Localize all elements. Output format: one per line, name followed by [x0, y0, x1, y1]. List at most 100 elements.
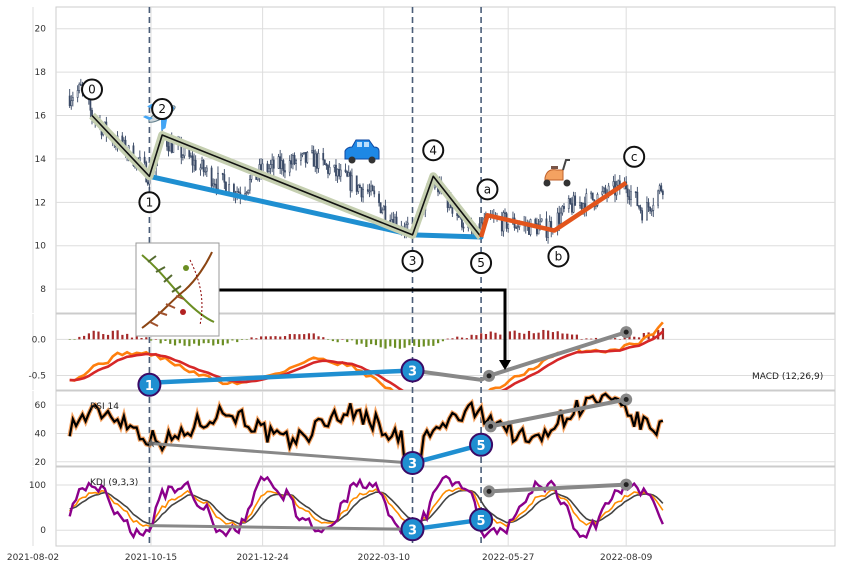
candle-body — [71, 97, 74, 102]
rsi-gray-divergence-line — [490, 397, 627, 429]
candle-body — [638, 205, 640, 208]
macd-histogram-bar — [350, 339, 354, 341]
candle-body — [299, 154, 302, 161]
candle-body — [384, 205, 387, 221]
macd-histogram-bar — [154, 339, 157, 340]
rsi-y-tick-label: 20 — [35, 458, 47, 468]
candle-body — [248, 179, 251, 191]
divergence-point-label: 1 — [145, 379, 154, 394]
candle-body — [213, 183, 216, 186]
candle-body — [650, 210, 653, 212]
macd-histogram-bar — [221, 339, 224, 346]
impulse-wave-line — [91, 114, 482, 238]
kdj-j-line — [68, 474, 664, 540]
candle-body — [504, 212, 506, 214]
macd-histogram-bar — [527, 330, 531, 340]
candle-body — [579, 202, 581, 206]
scooter-icon — [543, 159, 571, 187]
candle-body — [89, 99, 92, 111]
macd-histogram-bar — [274, 336, 277, 340]
candle-body — [347, 172, 350, 177]
macd-histogram-bar — [566, 333, 569, 340]
macd-histogram-bar — [561, 333, 564, 340]
macd-histogram-bar — [207, 339, 210, 344]
candle-body — [78, 83, 81, 91]
rsi-gray-dot-center — [488, 423, 494, 429]
candle-body — [406, 222, 409, 225]
rsi-label: RSI 14 — [90, 402, 119, 412]
macd-histogram-bar — [169, 339, 172, 344]
candle-body — [323, 159, 326, 165]
candle-body — [346, 171, 349, 177]
candle-body — [502, 212, 505, 232]
x-tick-label: 2022-05-27 — [482, 553, 534, 563]
macd-histogram-bar — [384, 339, 387, 349]
macd-histogram-bar — [111, 330, 114, 340]
candle-body — [280, 160, 283, 169]
macd-histogram-bar — [456, 336, 459, 340]
divergence-point-label: 3 — [408, 523, 417, 538]
wave-label-text: 5 — [477, 256, 485, 270]
candle-body — [630, 191, 632, 200]
divergence-point-circle — [137, 372, 162, 397]
macd-histogram-bar — [480, 333, 483, 340]
wave-label-text: a — [484, 182, 491, 196]
macd-histogram-bar — [594, 337, 598, 340]
macd-histogram-bar — [255, 338, 258, 340]
candle-body — [617, 180, 620, 186]
x-tick-label: 2022-03-10 — [358, 553, 411, 563]
candle-body — [351, 175, 353, 191]
x-tick-label: 2021-12-24 — [236, 553, 289, 563]
candle-body — [237, 191, 240, 194]
macd-histogram-bar — [413, 339, 416, 346]
candle-body — [646, 202, 648, 221]
candle-body — [271, 159, 274, 165]
macd-histogram-bar — [216, 339, 220, 344]
price-y-tick-label: 10 — [35, 242, 47, 252]
macd-histogram-bar — [126, 333, 129, 340]
macd-histogram-bar — [614, 338, 617, 340]
divergence-point-circle — [400, 517, 425, 542]
rsi-y-tick-label: 40 — [35, 429, 47, 439]
macd-histogram-bar — [575, 334, 578, 340]
macd-dea-line — [69, 330, 664, 390]
candle-body — [303, 152, 305, 154]
macd-histogram-bar — [226, 339, 229, 344]
macd-histogram-bar — [307, 333, 311, 340]
candle-body — [451, 207, 454, 214]
candle-body — [205, 167, 208, 172]
candle-body — [561, 205, 564, 214]
candle-body — [357, 184, 360, 192]
macd-histogram-bar — [102, 334, 105, 340]
price-y-tick-label: 8 — [40, 285, 46, 295]
price-y-tick-label: 16 — [35, 112, 47, 122]
candle-body — [574, 195, 577, 206]
kdj-k-line — [69, 487, 664, 528]
macd-histogram-bar — [121, 334, 124, 340]
candle-body — [221, 172, 224, 175]
candle-body — [547, 230, 549, 238]
rsi-y-tick-label: 60 — [35, 401, 47, 411]
price-y-tick-label: 18 — [35, 68, 47, 78]
candle-body — [269, 164, 272, 169]
candle-body — [558, 212, 561, 224]
macd-histogram-bar — [556, 331, 559, 340]
candle-body — [189, 155, 192, 158]
wave-labels: 0 1 2 3 4 5 a b c 1 3 3 5 3 5 — [81, 78, 646, 542]
macd-histogram-bar — [303, 334, 306, 340]
macd-histogram-bar — [293, 334, 296, 340]
candle-body — [657, 190, 659, 206]
candle-body — [628, 196, 631, 200]
price-y-tick-label: 20 — [35, 25, 47, 35]
wave-label-circle — [476, 178, 499, 201]
candle-body — [660, 185, 663, 192]
macd-histogram-bar — [327, 339, 330, 340]
candle-body — [76, 90, 79, 98]
kdj-label: KDJ (9,3,3) — [90, 478, 138, 488]
candle-body — [601, 191, 604, 195]
macd-histogram-bar — [499, 334, 502, 340]
candle-body — [247, 189, 250, 193]
macd-histogram-bar — [193, 339, 196, 344]
wave-label-text: b — [555, 250, 563, 264]
candle-body — [210, 167, 213, 187]
